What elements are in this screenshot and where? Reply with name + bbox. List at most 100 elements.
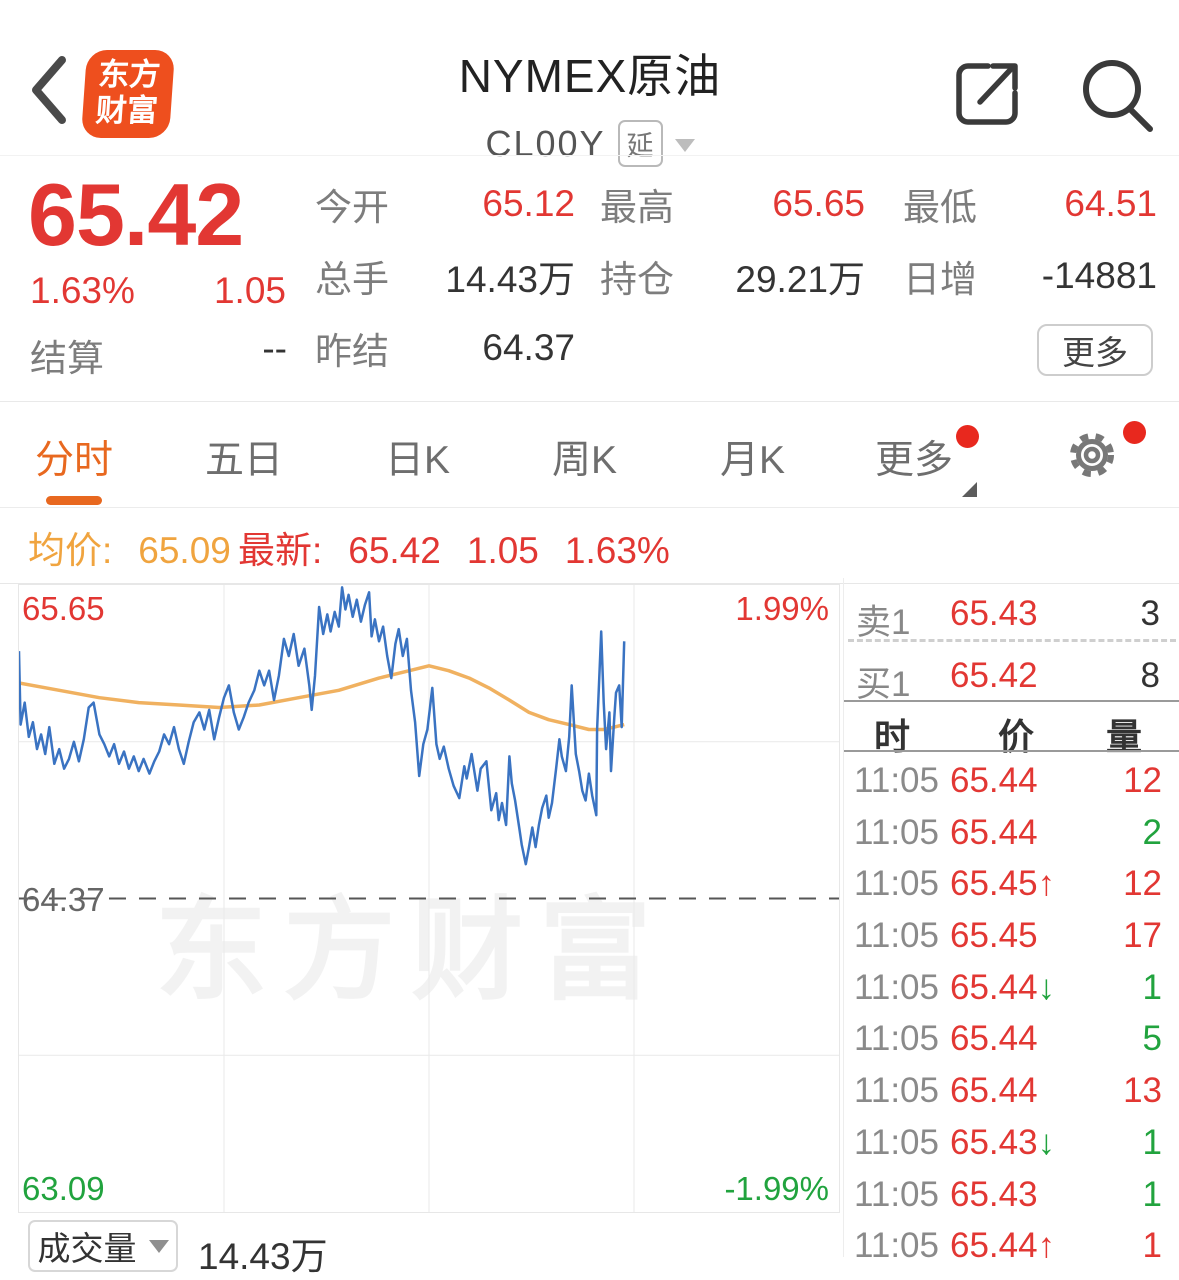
trade-time: 11:05 — [854, 761, 939, 800]
buy-1-qty: 8 — [1140, 656, 1160, 695]
arrow-up-icon: ↑ — [1037, 1226, 1056, 1266]
search-icon[interactable] — [1076, 56, 1158, 136]
tab-五日[interactable]: 五日 — [205, 439, 284, 482]
trade-time: 11:05 — [854, 967, 939, 1007]
trade-row: 11:05 65.44↓ 1 — [844, 961, 1179, 1013]
settle-label: 结算 — [30, 338, 104, 379]
volume-indicator-dropdown[interactable]: 成交量 — [28, 1220, 178, 1272]
tab-bar: 分时 五日 日K 周K 月K 更多 — [0, 403, 1179, 508]
tab-月K[interactable]: 月K — [720, 439, 786, 482]
latest-percent: 1.63% — [564, 530, 670, 571]
order-panel: 卖1 65.43 3 买1 65.42 8 时 价 量 11:05 65.44 12… — [843, 578, 1179, 1265]
trade-price: 65.45↑ — [950, 864, 1056, 904]
trade-time: 11:05 — [854, 864, 939, 904]
sell-1-label: 卖1 — [856, 603, 911, 642]
trade-qty: 12 — [1123, 864, 1162, 904]
stat-low: 最低 64.51 — [903, 183, 1157, 228]
trade-qty: 1 — [1142, 1122, 1162, 1162]
trade-row: 11:05 65.45 17 — [844, 909, 1179, 961]
trade-price: 65.43 — [950, 1174, 1038, 1214]
eastmoney-logo: 东方 财富 — [80, 50, 176, 138]
change-value: 1.05 — [213, 270, 286, 311]
watermark: 东方财富 — [155, 888, 668, 1013]
trade-qty: 1 — [1142, 1174, 1162, 1214]
volume-value: 14.43万 — [198, 1236, 328, 1277]
header-price: 价 — [998, 716, 1035, 757]
trade-time: 11:05 — [854, 812, 939, 852]
tab-分时[interactable]: 分时 — [35, 429, 113, 505]
trade-price: 65.43↓ — [950, 1122, 1056, 1162]
stat-daily-increase: 日增 -14881 — [903, 255, 1157, 300]
logo-text-2: 财富 — [94, 93, 160, 128]
trade-time: 11:05 — [854, 1019, 939, 1059]
header: 东方 财富 NYMEX原油 CL00Y 延 — [0, 0, 1179, 167]
tab-日K[interactable]: 日K — [385, 439, 451, 482]
tab-更多[interactable]: 更多 — [875, 425, 980, 503]
trade-time: 11:05 — [854, 1122, 939, 1162]
trade-row: 11:05 65.44 12 — [844, 754, 1179, 806]
trade-row: 11:05 65.43↓ 1 — [844, 1116, 1179, 1168]
stat-open: 今开 65.12 — [315, 183, 575, 228]
last-price: 65.42 — [28, 165, 244, 264]
change-percent: 1.63% — [30, 270, 135, 311]
trade-qty: 5 — [1142, 1019, 1162, 1059]
arrow-down-icon: ↓ — [1037, 967, 1056, 1007]
quote-panel: 65.42 1.63% 1.05 结算 -- 今开 65.12 总手 14.43万 … — [0, 156, 1179, 402]
trade-row: 11:05 65.43 1 — [844, 1168, 1179, 1220]
chevron-down-icon — [674, 139, 695, 152]
caret-icon — [962, 482, 978, 497]
volume-label: 成交量 — [37, 1230, 137, 1267]
buy-1-label: 买1 — [856, 665, 911, 704]
buy-1-price: 65.42 — [950, 656, 1038, 695]
logo-text-1: 东方 — [97, 57, 162, 92]
latest-value: 65.42 — [348, 530, 441, 571]
minute-chart: 东方财富 65.65 1.99% 64.37 63.09 -1.99% 成交量 … — [0, 578, 843, 1277]
header-time: 时 — [874, 716, 911, 757]
trade-time: 11:05 — [854, 1071, 939, 1111]
active-tab-underline — [46, 496, 102, 505]
trade-row: 11:05 65.44 2 — [844, 806, 1179, 858]
trades-list[interactable]: 11:05 65.44 12 11:05 65.44 2 11:05 65.45↑ 12 11:0… — [844, 754, 1179, 1271]
share-icon[interactable] — [950, 56, 1026, 132]
contract-selector[interactable]: CL00Y 延 — [250, 120, 930, 167]
trade-price: 65.44 — [950, 1071, 1038, 1111]
back-icon[interactable] — [20, 50, 80, 130]
sell-1-price: 65.43 — [950, 594, 1038, 633]
more-stats-button[interactable]: 更多 — [1037, 324, 1153, 376]
trade-qty: 1 — [1142, 1226, 1162, 1266]
avg-price-line — [18, 664, 625, 732]
arrow-down-icon: ↓ — [1037, 1122, 1056, 1162]
price-line — [17, 586, 626, 866]
chart-plot-area[interactable] — [17, 584, 840, 1213]
trade-price: 65.44 — [950, 1019, 1038, 1059]
caret-down-icon — [148, 1239, 169, 1253]
y-min-pct-label: -1.99% — [724, 1170, 829, 1207]
trade-time: 11:05 — [854, 1174, 939, 1214]
tab-周K[interactable]: 周K — [552, 439, 618, 482]
trade-price: 65.45 — [950, 916, 1038, 956]
trade-price: 65.44↑ — [950, 1226, 1056, 1266]
sell-1-row[interactable]: 卖1 65.43 3 — [844, 586, 1179, 642]
latest-label: 最新: — [238, 530, 323, 571]
trade-qty: 2 — [1142, 812, 1162, 852]
stat-high: 最高 65.65 — [600, 183, 865, 228]
tab-settings[interactable] — [1064, 421, 1146, 499]
trade-time: 11:05 — [854, 1226, 939, 1266]
trade-row: 11:05 65.44 5 — [844, 1012, 1179, 1064]
trade-row: 11:05 65.44↑ 1 — [844, 1219, 1179, 1271]
settle-value: -- — [262, 328, 287, 369]
y-min-label: 63.09 — [22, 1170, 105, 1207]
orderbook-divider — [848, 639, 1176, 642]
trade-price: 65.44 — [950, 761, 1038, 800]
prev-close-label: 64.37 — [22, 881, 105, 918]
y-max-pct-label: 1.99% — [735, 590, 829, 627]
chart-info-line: 均价: 65.09 最新: 65.42 1.05 1.63% — [0, 520, 840, 576]
y-max-label: 65.65 — [22, 590, 105, 627]
trade-row: 11:05 65.44 13 — [844, 1064, 1179, 1116]
stat-prev-settle: 昨结 64.37 — [315, 327, 575, 372]
trade-qty: 1 — [1142, 967, 1162, 1007]
contract-code: CL00Y — [485, 122, 606, 164]
buy-1-row[interactable]: 买1 65.42 8 — [844, 648, 1179, 704]
trade-price: 65.44↓ — [950, 967, 1056, 1007]
arrow-up-icon: ↑ — [1037, 864, 1056, 904]
